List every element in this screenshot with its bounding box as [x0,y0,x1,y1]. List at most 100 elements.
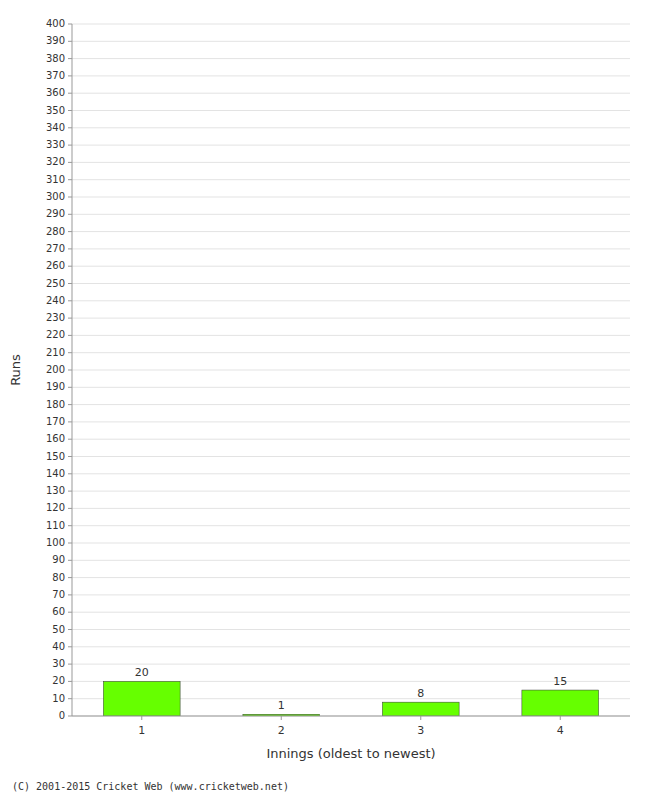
grid-line [72,197,630,198]
y-tick-label: 20 [52,675,65,686]
y-tick [68,698,72,699]
chart-container: 0102030405060708090100110120130140150160… [0,0,650,800]
grid-line [72,58,630,59]
grid-line [72,387,630,388]
y-tick-label: 310 [46,174,65,185]
y-tick [68,197,72,198]
y-tick [68,421,72,422]
y-tick [68,231,72,232]
bar [522,690,599,716]
grid-line [72,127,630,128]
y-tick-label: 270 [46,243,65,254]
data-labels: 20 1 8 15 [135,666,568,712]
y-tick-label: 80 [52,572,65,583]
y-tick-label: 150 [46,451,65,462]
y-tick [68,93,72,94]
y-tick-label: 350 [46,105,65,116]
y-tick [68,525,72,526]
bar [103,681,180,716]
y-tick-label: 200 [46,364,65,375]
data-label: 15 [553,675,567,688]
grid-line [72,93,630,94]
y-tick-label: 340 [46,122,65,133]
y-tick-label: 60 [52,606,65,617]
footer: (C) 2001-2015 Cricket Web (www.cricketwe… [12,781,289,792]
y-tick-label: 400 [46,18,65,29]
x-tick [141,716,142,720]
x-tick-label: 2 [278,724,285,737]
y-tick [68,629,72,630]
y-tick-label: 100 [46,537,65,548]
x-tick [560,716,561,720]
y-tick [68,594,72,595]
grid-line [72,664,630,665]
x-tick [420,716,421,720]
y-tick-label: 290 [46,208,65,219]
y-tick [68,387,72,388]
grid-line [72,491,630,492]
grid-line [72,560,630,561]
grid-line [72,162,630,163]
y-tick-label: 280 [46,226,65,237]
grid-line [72,179,630,180]
x-axis: 1234 [138,716,564,737]
grid-line [72,508,630,509]
grid-line [72,41,630,42]
y-axis-label: Runs [8,354,23,386]
y-tick [68,58,72,59]
grid-line [72,404,630,405]
grid-line [72,577,630,578]
y-tick [68,370,72,371]
data-label: 8 [417,687,424,700]
y-tick [68,283,72,284]
y-tick [68,681,72,682]
y-tick-label: 160 [46,433,65,444]
grid-line [72,24,630,25]
data-label: 20 [135,666,149,679]
y-tick [68,716,72,717]
data-label: 1 [278,699,285,712]
y-tick [68,543,72,544]
y-tick-label: 110 [46,520,65,531]
grid-line [72,421,630,422]
bars [103,681,598,716]
grid-line [72,352,630,353]
y-axis: 0102030405060708090100110120130140150160… [46,18,72,721]
y-axis-line [72,24,73,716]
y-tick-label: 90 [52,554,65,565]
grid-line [72,248,630,249]
y-tick [68,456,72,457]
y-tick [68,664,72,665]
y-tick-label: 390 [46,35,65,46]
y-tick-label: 190 [46,381,65,392]
grid-line [72,110,630,111]
y-tick [68,352,72,353]
grid-line [72,370,630,371]
y-tick [68,179,72,180]
grid-line [72,594,630,595]
x-tick-label: 3 [417,724,424,737]
grid-line [72,283,630,284]
y-tick-label: 30 [52,658,65,669]
y-tick-label: 220 [46,329,65,340]
grid-line [72,266,630,267]
grid-line [72,612,630,613]
y-tick-label: 380 [46,53,65,64]
y-tick [68,75,72,76]
y-tick-label: 240 [46,295,65,306]
y-tick [68,300,72,301]
y-tick-label: 370 [46,70,65,81]
y-tick [68,404,72,405]
y-tick-label: 170 [46,416,65,427]
y-tick [68,473,72,474]
y-tick [68,266,72,267]
y-tick [68,560,72,561]
y-tick [68,145,72,146]
y-tick [68,162,72,163]
grid-line [72,75,630,76]
x-axis-label: Innings (oldest to newest) [266,746,435,761]
y-tick-label: 50 [52,624,65,635]
y-tick [68,248,72,249]
grid-line [72,525,630,526]
grid-line [72,335,630,336]
